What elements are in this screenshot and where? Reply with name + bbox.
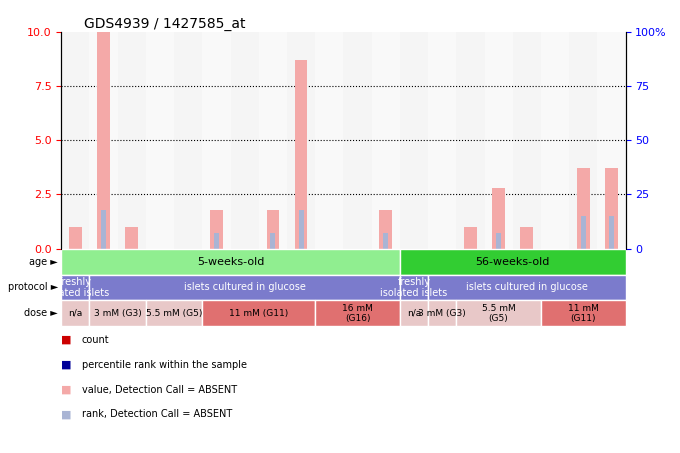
Bar xyxy=(520,227,533,249)
Bar xyxy=(90,300,146,326)
Bar xyxy=(61,275,90,300)
Text: islets cultured in glucose: islets cultured in glucose xyxy=(466,282,588,293)
Text: 56-weeks-old: 56-weeks-old xyxy=(475,256,550,266)
Text: count: count xyxy=(82,335,109,345)
Bar xyxy=(203,300,316,326)
Bar xyxy=(125,227,138,249)
Bar xyxy=(146,300,203,326)
Bar xyxy=(513,32,541,249)
Bar xyxy=(316,300,400,326)
Text: rank, Detection Call = ABSENT: rank, Detection Call = ABSENT xyxy=(82,410,232,419)
Bar xyxy=(456,32,484,249)
Text: 11 mM
(G11): 11 mM (G11) xyxy=(568,304,598,323)
Text: freshly
isolated islets: freshly isolated islets xyxy=(41,277,109,298)
Bar xyxy=(61,300,90,326)
Bar xyxy=(384,233,388,249)
Text: islets cultured in glucose: islets cultured in glucose xyxy=(184,282,305,293)
Bar xyxy=(496,233,501,249)
Bar xyxy=(61,249,400,275)
Bar xyxy=(118,32,146,249)
Bar xyxy=(258,32,287,249)
Bar xyxy=(174,32,203,249)
Text: 16 mM
(G16): 16 mM (G16) xyxy=(342,304,373,323)
Bar xyxy=(569,32,597,249)
Bar xyxy=(541,300,626,326)
Bar xyxy=(484,32,513,249)
Text: 5.5 mM
(G5): 5.5 mM (G5) xyxy=(481,304,515,323)
Bar xyxy=(428,300,456,326)
Bar xyxy=(101,210,106,249)
Bar xyxy=(492,188,505,249)
Bar xyxy=(146,32,174,249)
Bar xyxy=(428,32,456,249)
Text: dose ►: dose ► xyxy=(24,308,58,318)
Bar xyxy=(343,32,371,249)
Text: percentile rank within the sample: percentile rank within the sample xyxy=(82,360,247,370)
Text: GDS4939 / 1427585_at: GDS4939 / 1427585_at xyxy=(84,17,245,31)
Bar xyxy=(203,32,231,249)
Bar xyxy=(428,275,626,300)
Text: freshly
isolated islets: freshly isolated islets xyxy=(380,277,447,298)
Bar xyxy=(581,216,585,249)
Bar xyxy=(464,227,477,249)
Bar xyxy=(231,32,258,249)
Bar xyxy=(400,300,428,326)
Bar xyxy=(90,275,400,300)
Text: value, Detection Call = ABSENT: value, Detection Call = ABSENT xyxy=(82,385,237,395)
Text: 3 mM (G3): 3 mM (G3) xyxy=(94,309,141,318)
Text: ■: ■ xyxy=(61,410,71,419)
Text: age ►: age ► xyxy=(29,256,58,266)
Bar xyxy=(400,249,626,275)
Text: ■: ■ xyxy=(61,385,71,395)
Bar xyxy=(287,32,315,249)
Bar xyxy=(61,32,90,249)
Bar xyxy=(69,227,82,249)
Bar xyxy=(577,169,590,249)
Text: 5-weeks-old: 5-weeks-old xyxy=(197,256,265,266)
Bar xyxy=(294,60,307,249)
Text: 5.5 mM (G5): 5.5 mM (G5) xyxy=(146,309,202,318)
Bar xyxy=(371,32,400,249)
Text: 11 mM (G11): 11 mM (G11) xyxy=(229,309,288,318)
Text: ■: ■ xyxy=(61,360,71,370)
Bar xyxy=(541,32,569,249)
Bar xyxy=(271,233,275,249)
Bar xyxy=(605,169,618,249)
Text: n/a: n/a xyxy=(68,309,82,318)
Bar xyxy=(97,32,110,249)
Bar xyxy=(597,32,626,249)
Bar xyxy=(214,233,219,249)
Text: n/a: n/a xyxy=(407,309,421,318)
Text: 3 mM (G3): 3 mM (G3) xyxy=(418,309,466,318)
Bar xyxy=(379,210,392,249)
Bar xyxy=(609,216,614,249)
Bar xyxy=(400,275,428,300)
Bar xyxy=(400,32,428,249)
Bar xyxy=(456,300,541,326)
Bar xyxy=(90,32,118,249)
Bar xyxy=(316,32,343,249)
Text: protocol ►: protocol ► xyxy=(7,282,58,293)
Text: ■: ■ xyxy=(61,335,71,345)
Bar xyxy=(267,210,279,249)
Bar xyxy=(299,210,303,249)
Bar xyxy=(210,210,223,249)
